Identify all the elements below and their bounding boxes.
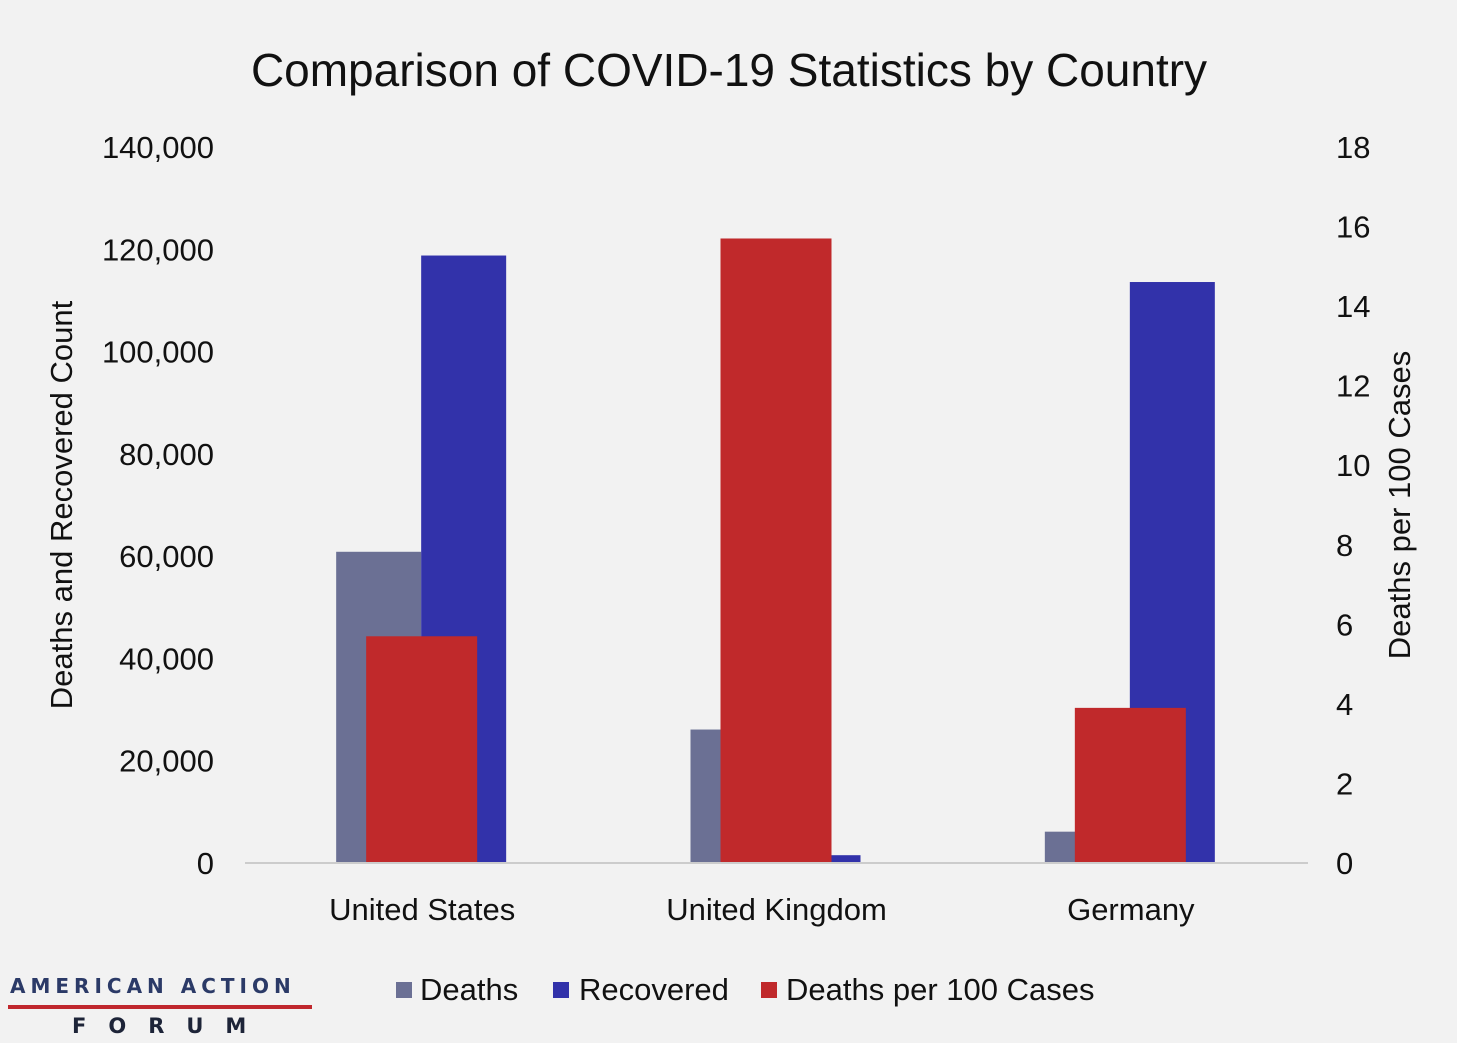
right-y-axis-title: Deaths per 100 Cases [1382, 351, 1417, 659]
logo-red-rule [8, 1005, 312, 1009]
left-y-tick-label: 100,000 [102, 335, 214, 370]
right-y-tick-label: 18 [1336, 130, 1370, 165]
bar-deaths-per-100-cases [720, 238, 832, 863]
logo-text-forum: FORUM [72, 1014, 269, 1038]
left-y-tick-label: 0 [197, 846, 214, 881]
left-y-tick-label: 40,000 [119, 641, 214, 676]
chart-title: Comparison of COVID-19 Statistics by Cou… [251, 44, 1207, 96]
left-y-tick-label: 120,000 [102, 232, 214, 267]
left-y-tick-label: 20,000 [119, 744, 214, 779]
right-y-tick-label: 6 [1336, 607, 1353, 642]
legend-label: Deaths [420, 972, 518, 1007]
right-y-tick-label: 4 [1336, 687, 1353, 722]
bar-deaths-per-100-cases [1074, 707, 1186, 863]
legend-swatch-deaths [396, 982, 412, 998]
legend-label: Recovered [579, 972, 729, 1007]
legend-swatch-recovered [553, 982, 569, 998]
right-y-tick-label: 0 [1336, 846, 1353, 881]
legend-label: Deaths per 100 Cases [786, 972, 1094, 1007]
left-y-tick-label: 80,000 [119, 437, 214, 472]
x-category-label: Germany [1067, 892, 1195, 927]
bar-deaths-per-100-cases [366, 636, 478, 863]
x-category-label: United States [329, 892, 515, 927]
left-y-axis-title: Deaths and Recovered Count [44, 300, 79, 709]
right-y-tick-label: 16 [1336, 210, 1370, 245]
left-y-tick-label: 140,000 [102, 130, 214, 165]
right-y-tick-label: 12 [1336, 369, 1370, 404]
legend-swatch-deaths-per-100-cases [761, 982, 777, 998]
right-y-tick-label: 8 [1336, 528, 1353, 563]
logo-text-american-action: AMERICAN ACTION [10, 974, 296, 998]
x-category-label: United Kingdom [666, 892, 887, 927]
right-y-tick-label: 10 [1336, 448, 1370, 483]
left-y-tick-label: 60,000 [119, 539, 214, 574]
right-y-tick-label: 14 [1336, 289, 1370, 324]
right-y-tick-label: 2 [1336, 766, 1353, 801]
